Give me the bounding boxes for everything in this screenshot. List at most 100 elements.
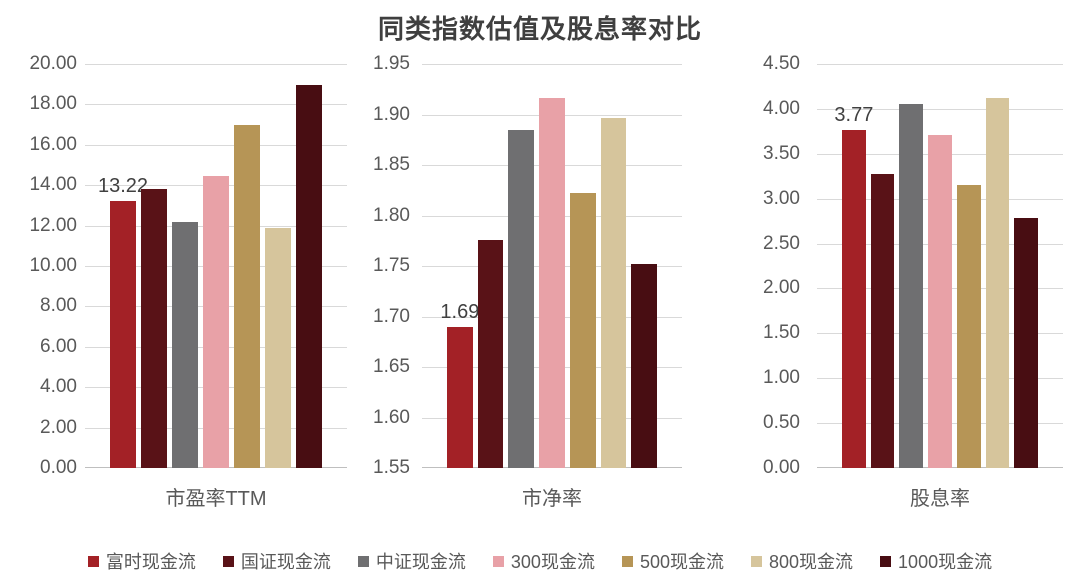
y-tick-label: 12.00: [29, 214, 77, 236]
y-tick-label: 4.00: [763, 97, 800, 119]
bar-series-7: [296, 84, 322, 468]
bar-slot-1: 3.77: [834, 64, 873, 468]
plot-area: 3.77: [817, 64, 1063, 468]
bar-slot-4: [928, 64, 952, 468]
plot-area: 13.22: [85, 64, 347, 468]
gridline: [85, 144, 347, 146]
y-tick-label: 3.00: [763, 187, 800, 209]
y-tick-label: 2.50: [763, 232, 800, 254]
y-tick-label: 8.00: [40, 295, 77, 317]
legend-label: 800现金流: [769, 552, 854, 572]
y-tick-label: 14.00: [29, 174, 77, 196]
gridline: [817, 64, 1063, 65]
bar-series-3: [172, 221, 198, 468]
bar-slot-6: [265, 64, 291, 468]
bar-slot-3: [508, 64, 535, 468]
legend-swatch-icon: [880, 555, 892, 567]
chart-panel-2: 1.95 1.90 1.85 1.80 1.75 1.70 1.65 1.60 1.55 1.69…: [363, 53, 682, 524]
legend-swatch-icon: [751, 555, 762, 567]
chart-panel-3: 4.50 4.00 3.50 3.00 2.50 2.00 1.50 1.00 0.50 0.00…: [753, 53, 1063, 524]
bar-series-3: [899, 103, 924, 468]
bar-series-1: [842, 129, 866, 468]
y-tick-label: 1.55: [373, 457, 410, 478]
bar-series-4: [539, 98, 565, 468]
y-tick-label: 2.00: [40, 416, 77, 438]
bar-slot-5: [569, 64, 596, 468]
bar-series-4: [928, 134, 952, 468]
y-tick-label: 4.00: [40, 376, 77, 398]
bar-slot-7: [1014, 64, 1039, 468]
bar-slot-4: [203, 64, 229, 468]
x-axis-label: 市净率: [522, 488, 582, 510]
legend-swatch-icon: [621, 555, 633, 567]
y-tick-label: 1.60: [373, 406, 410, 428]
data-label: 13.22: [97, 174, 149, 197]
bar-series-6: [985, 98, 1010, 468]
y-tick-label: 1.90: [373, 103, 410, 125]
bar-series-6: [265, 227, 291, 468]
y-tick-label: 0.00: [763, 457, 800, 478]
bars-group: 13.22: [85, 64, 347, 468]
gridline: [85, 64, 347, 65]
bar-series-5: [569, 193, 596, 468]
y-tick-label: 1.00: [763, 367, 800, 389]
legend-swatch-icon: [87, 555, 99, 567]
y-tick-label: 4.50: [763, 53, 800, 74]
y-tick-label: 20.00: [29, 53, 77, 74]
y-tick-label: 10.00: [29, 255, 77, 276]
legend-item-6: 800现金流: [751, 548, 853, 574]
y-tick-label: 1.85: [373, 154, 410, 175]
legend-item-7: 1000现金流: [880, 548, 992, 574]
y-tick-label: 3.50: [763, 142, 800, 164]
plot-area: 1.69: [422, 64, 682, 468]
legend-item-2: 国证现金流: [222, 548, 331, 574]
bar-series-4: [203, 175, 229, 468]
legend-item-3: 中证现金流: [357, 548, 466, 574]
y-tick-label: 1.75: [373, 255, 410, 276]
y-tick-label: 6.00: [40, 335, 77, 357]
bar-slot-5: [956, 64, 981, 468]
bar-slot-3: [899, 64, 924, 468]
legend-item-4: 300现金流: [492, 548, 595, 574]
legend-label: 300现金流: [510, 552, 595, 572]
bar-slot-7: [296, 64, 322, 468]
legend-swatch-icon: [222, 555, 234, 567]
bar-slot-2: [870, 64, 895, 468]
legend-label: 1000现金流: [898, 552, 993, 572]
bar-slot-5: [234, 64, 260, 468]
x-axis-label: 股息率: [910, 488, 970, 510]
y-tick-label: 0.50: [763, 412, 800, 434]
data-label: 1.69: [440, 300, 480, 323]
y-tick-label: 2.00: [763, 277, 800, 299]
bar-slot-1: 13.22: [98, 64, 148, 468]
bar-slot-6: [600, 64, 627, 468]
legend-item-1: 富时现金流: [87, 548, 196, 574]
y-tick-label: 1.65: [373, 356, 410, 377]
legend: 富时现金流 国证现金流 中证现金流 300现金流 500现金流 800现金流 1000现金流: [0, 548, 1080, 574]
y-tick-label: 1.50: [763, 322, 800, 344]
bar-slot-1: 1.69: [440, 64, 479, 468]
bar-series-2: [141, 189, 167, 468]
legend-label: 500现金流: [639, 552, 724, 572]
chart-title: 同类指数估值及股息率对比: [377, 14, 702, 44]
bar-series-1: [110, 200, 136, 468]
bar-series-5: [234, 125, 260, 468]
legend-swatch-icon: [492, 555, 504, 567]
bar-series-2: [870, 174, 895, 468]
y-axis: 1.95 1.90 1.85 1.80 1.75 1.70 1.65 1.60 1.55: [363, 53, 410, 478]
y-axis: 20.00 18.00 16.00 14.00 12.00 10.00 8.00 6.00 4.…: [13, 53, 77, 478]
bar-slot-2: [141, 64, 167, 468]
bar-series-7: [1014, 218, 1039, 468]
bar-slot-3: [172, 64, 198, 468]
y-tick-label: 1.70: [373, 305, 410, 327]
gridline: [85, 104, 347, 106]
y-axis: 4.50 4.00 3.50 3.00 2.50 2.00 1.50 1.00 0.50 0.00: [753, 53, 800, 478]
bar-series-1: [447, 326, 473, 468]
gridline: [817, 108, 1063, 110]
gridline: [422, 64, 682, 65]
bars-group: 1.69: [422, 64, 682, 468]
legend-label: 国证现金流: [240, 552, 331, 572]
x-axis-label: 市盈率TTM: [165, 488, 267, 510]
y-tick-label: 18.00: [29, 93, 77, 115]
bar-series-7: [631, 263, 658, 468]
